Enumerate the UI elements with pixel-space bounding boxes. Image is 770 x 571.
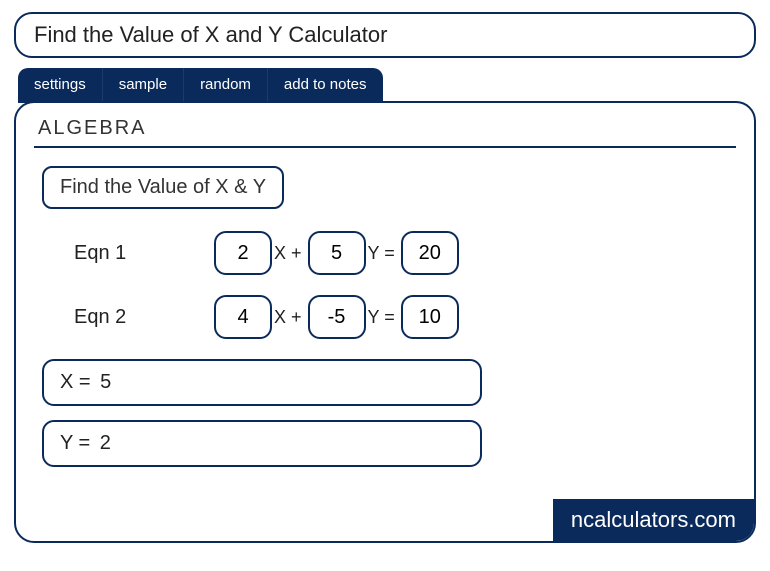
result-x: X = 5 bbox=[42, 359, 482, 406]
eqn1-const[interactable] bbox=[401, 231, 459, 275]
eqn1-op-x: X + bbox=[272, 243, 308, 264]
tab-random[interactable]: random bbox=[184, 68, 268, 103]
eqn2-op-y: Y = bbox=[366, 307, 401, 328]
eqn2-const[interactable] bbox=[401, 295, 459, 339]
eqn1-coef-y[interactable] bbox=[308, 231, 366, 275]
tab-add-to-notes[interactable]: add to notes bbox=[268, 68, 383, 103]
sub-title: Find the Value of X & Y bbox=[42, 166, 284, 209]
branding-badge: ncalculators.com bbox=[553, 499, 754, 541]
result-y: Y = 2 bbox=[42, 420, 482, 467]
equation-1-row: Eqn 1 X + Y = bbox=[74, 231, 736, 275]
eqn2-op-x: X + bbox=[272, 307, 308, 328]
tab-bar: settings sample random add to notes bbox=[18, 68, 756, 103]
eqn1-op-y: Y = bbox=[366, 243, 401, 264]
calculator-panel: ALGEBRA Find the Value of X & Y Eqn 1 X … bbox=[14, 101, 756, 543]
result-y-label: Y = bbox=[60, 432, 90, 454]
page-title: Find the Value of X and Y Calculator bbox=[14, 12, 756, 58]
eqn1-coef-x[interactable] bbox=[214, 231, 272, 275]
tab-settings[interactable]: settings bbox=[18, 68, 103, 103]
equation-1-label: Eqn 1 bbox=[74, 242, 214, 265]
equation-2-row: Eqn 2 X + Y = bbox=[74, 295, 736, 339]
section-label: ALGEBRA bbox=[34, 115, 736, 148]
eqn2-coef-x[interactable] bbox=[214, 295, 272, 339]
equation-2-label: Eqn 2 bbox=[74, 306, 214, 329]
result-x-value: 5 bbox=[100, 371, 111, 393]
tab-sample[interactable]: sample bbox=[103, 68, 184, 103]
eqn2-coef-y[interactable] bbox=[308, 295, 366, 339]
result-y-value: 2 bbox=[100, 432, 111, 454]
result-x-label: X = bbox=[60, 371, 91, 393]
